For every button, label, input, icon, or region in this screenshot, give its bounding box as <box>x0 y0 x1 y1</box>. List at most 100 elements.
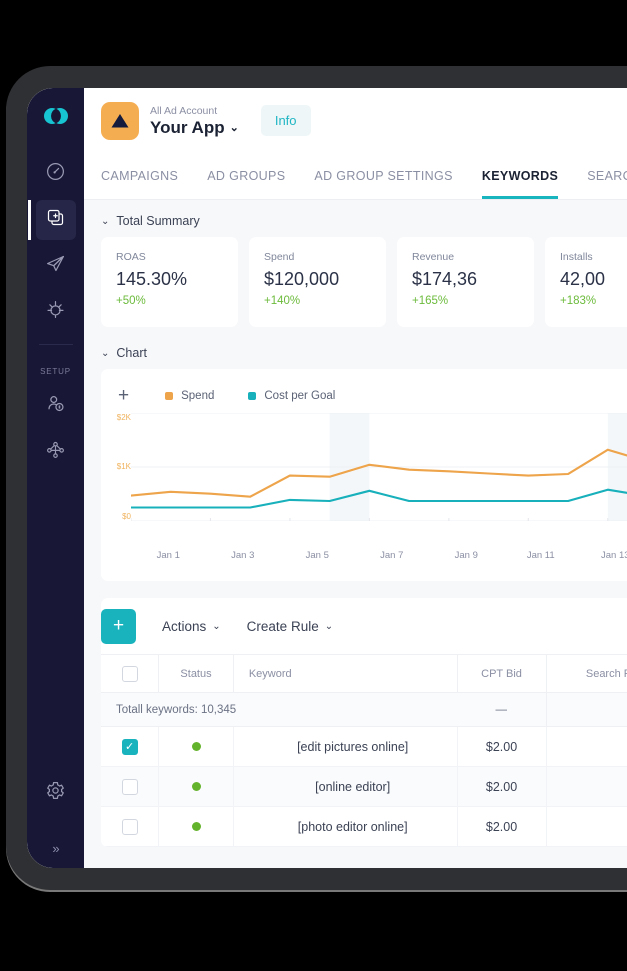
tab-ad-group-settings[interactable]: AD GROUP SETTINGS <box>314 169 453 183</box>
summary-cpt-bid: — <box>457 692 547 727</box>
column-cpt-bid[interactable]: CPT Bid <box>457 654 547 693</box>
sidebar-item-dashboard[interactable] <box>36 154 76 194</box>
row-checkbox[interactable]: ✓ <box>121 738 138 755</box>
row-keyword[interactable]: [online editor] <box>233 766 458 807</box>
sidebar-bottom: » <box>27 773 84 856</box>
x-tick-label: Jan 11 <box>526 550 555 561</box>
sidebar-item-billing[interactable] <box>36 386 76 426</box>
app-name-dropdown[interactable]: Your App ⌄ <box>150 118 239 138</box>
summary-card-roas[interactable]: ROAS 145.30% +50% <box>101 237 238 327</box>
chevron-down-icon: ⌄ <box>101 215 110 227</box>
card-value: $174,36 <box>412 269 478 289</box>
user-dollar-icon <box>45 393 66 419</box>
table-header: Status Keyword CPT Bid Search Popularity… <box>101 654 627 693</box>
card-value: 42,00 <box>560 269 606 289</box>
card-label: Installs <box>560 251 593 263</box>
legend-label: Spend <box>181 390 215 402</box>
node-hierarchy-icon <box>45 439 66 465</box>
sidebar-item-integrations[interactable] <box>36 432 76 472</box>
total-summary-header[interactable]: ⌄ Total Summary <box>101 214 627 228</box>
column-search-popularity[interactable]: Search Popularity? <box>546 654 627 693</box>
add-keyword-button[interactable]: + <box>101 608 136 644</box>
x-tick-label: Jan 7 <box>380 550 404 561</box>
y-tick-label: $0 <box>122 512 131 521</box>
sidebar-item-settings[interactable] <box>36 773 76 813</box>
y-tick-label: $2K <box>116 413 131 422</box>
legend-swatch <box>248 392 257 400</box>
total-keywords-label: Totall keywords: 10,345 <box>101 692 458 727</box>
table-summary-body: Totall keywords: 10,345 — — <box>101 692 627 727</box>
legend-label: Cost per Goal <box>264 390 336 402</box>
tab-keywords[interactable]: KEYWORDS <box>481 153 559 199</box>
tab-campaigns[interactable]: CAMPAIGNS <box>101 169 179 183</box>
table-row[interactable]: [online editor] $2.00 34 <box>101 766 627 807</box>
sidebar-item-targeting[interactable] <box>36 292 76 332</box>
summary-card-revenue[interactable]: Revenue $174,36 +165% <box>397 237 534 327</box>
popularity-value: 90 <box>615 820 627 834</box>
sidebar-item-send[interactable] <box>36 246 76 286</box>
card-label: Spend <box>264 251 295 263</box>
tab-search[interactable]: SEARCH <box>587 169 627 183</box>
legend-item-cost-per-goal[interactable]: Cost per Goal <box>248 390 335 402</box>
tab-ad-groups[interactable]: AD GROUPS <box>207 169 286 183</box>
y-tick-label: $1K <box>116 462 131 471</box>
table-row[interactable]: ✓ [edit pictures online] $2.00 8 <box>101 726 627 767</box>
card-label: ROAS <box>116 251 146 263</box>
select-all-checkbox[interactable] <box>121 665 138 682</box>
row-keyword[interactable]: [photo editor online] <box>233 806 458 847</box>
table-toolbar: + Actions ⌄ Create Rule ⌄ <box>101 598 627 654</box>
x-tick-label: Jan 9 <box>454 550 478 561</box>
row-select-cell[interactable] <box>101 806 160 847</box>
gauge-icon <box>45 161 66 187</box>
row-cpt-bid[interactable]: $2.00 <box>457 806 547 847</box>
row-select-cell[interactable]: ✓ <box>101 726 160 767</box>
chart-section-header[interactable]: ⌄ Chart <box>101 346 627 360</box>
row-status-cell <box>158 806 234 847</box>
popularity-value: 8 <box>615 740 627 754</box>
card-value: 145.30% <box>116 269 188 289</box>
row-keyword[interactable]: [edit pictures online] <box>233 726 458 767</box>
row-checkbox[interactable] <box>121 818 138 835</box>
chart-legend: + Spend Cost per Goal <box>101 379 627 413</box>
page-content: ⌄ Total Summary ROAS 145.30% +50% Spend … <box>84 200 627 868</box>
table-row[interactable]: [photo editor online] $2.00 90 <box>101 806 627 847</box>
row-status-cell <box>158 766 234 807</box>
row-cpt-bid[interactable]: $2.00 <box>457 726 547 767</box>
actions-dropdown[interactable]: Actions ⌄ <box>162 619 221 634</box>
brand-circles-logo[interactable] <box>43 105 69 132</box>
row-checkbox[interactable] <box>121 778 138 795</box>
column-keyword[interactable]: Keyword <box>233 654 458 693</box>
stacked-cards-plus-icon <box>45 207 66 233</box>
status-dot-active <box>191 741 201 751</box>
row-popularity-cell: 8 <box>546 726 627 767</box>
select-all-header[interactable] <box>101 654 160 693</box>
column-status[interactable]: Status <box>158 654 234 693</box>
chart-card: + Spend Cost per Goal $2K <box>101 369 627 581</box>
sidebar-divider <box>38 344 73 345</box>
summary-card-spend[interactable]: Spend $120,000 +140% <box>249 237 386 327</box>
status-dot-active <box>191 821 201 831</box>
row-select-cell[interactable] <box>101 766 160 807</box>
sidebar-expand-button[interactable]: » <box>52 841 59 856</box>
row-cpt-bid[interactable]: $2.00 <box>457 766 547 807</box>
chart-plot-area: $2K $1K $0 <box>101 412 627 548</box>
card-delta: +50% <box>116 295 146 307</box>
x-tick-label: Jan 5 <box>305 550 329 561</box>
keywords-table: Status Keyword CPT Bid Search Popularity… <box>101 654 627 847</box>
device-frame: SETUP <box>6 66 627 890</box>
app-area: All Ad Account Your App ⌄ Info CAMPAIGNS… <box>84 88 627 868</box>
summary-card-installs[interactable]: Installs 42,00 +183% <box>545 237 627 327</box>
chart-y-axis: $2K $1K $0 <box>105 413 131 521</box>
card-label: Revenue <box>412 251 455 263</box>
plus-icon[interactable]: + <box>118 385 130 406</box>
paper-plane-icon <box>45 253 66 279</box>
x-tick-label: Jan 13 <box>600 550 627 561</box>
app-name-text: Your App <box>150 117 225 137</box>
legend-item-spend[interactable]: Spend <box>165 390 214 402</box>
chart-x-axis: Jan 1 Jan 3 Jan 5 Jan 7 Jan 9 Jan 11 Jan… <box>101 550 627 561</box>
sidebar-item-campaigns[interactable] <box>27 200 76 240</box>
create-rule-dropdown[interactable]: Create Rule ⌄ <box>247 619 333 634</box>
triangle-app-icon <box>101 101 139 140</box>
create-rule-label: Create Rule <box>246 618 319 634</box>
info-button[interactable]: Info <box>260 105 311 136</box>
